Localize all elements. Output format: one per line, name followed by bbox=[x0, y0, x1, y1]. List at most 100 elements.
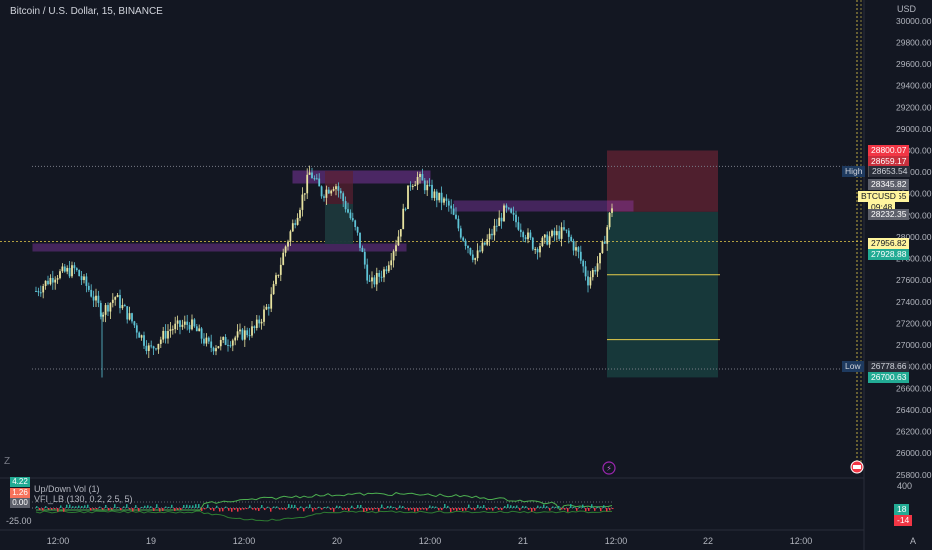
volume-bar bbox=[162, 508, 164, 511]
volume-bar bbox=[501, 508, 503, 511]
candle-body bbox=[135, 325, 138, 333]
candle-body bbox=[515, 214, 517, 223]
candle-body bbox=[176, 320, 179, 324]
entry-tag: 28232.35 bbox=[868, 209, 910, 220]
low-label-tag: Low bbox=[842, 361, 864, 372]
volume-bar bbox=[471, 508, 473, 510]
candle-body bbox=[359, 232, 361, 248]
volume-bar bbox=[372, 508, 374, 511]
volume-bar bbox=[72, 506, 74, 508]
volume-bar bbox=[39, 508, 41, 511]
volume-bar bbox=[36, 506, 38, 508]
candle-body bbox=[371, 277, 373, 282]
volume-bar bbox=[90, 508, 92, 511]
volume-bar bbox=[528, 508, 530, 510]
candle-body bbox=[291, 223, 294, 232]
volume-bar bbox=[102, 508, 104, 510]
candle-body bbox=[560, 227, 563, 239]
volume-bar bbox=[234, 508, 236, 510]
candle-body bbox=[572, 240, 575, 251]
candle-body bbox=[284, 246, 287, 253]
stop-tag: 28659.17 bbox=[868, 156, 910, 167]
volume-bar bbox=[579, 506, 581, 508]
volume-bar bbox=[540, 506, 542, 508]
candle-body bbox=[579, 251, 582, 261]
volume-bar bbox=[510, 505, 512, 508]
candle-body bbox=[395, 245, 397, 252]
volume-bar bbox=[420, 508, 422, 510]
volume-bar bbox=[270, 508, 272, 512]
vfi-label[interactable]: VFI_LB (130, 0.2, 2.5, 5) bbox=[34, 494, 133, 504]
price-tick-label: 27200.00 bbox=[896, 318, 932, 328]
candle-body bbox=[323, 196, 325, 198]
volume-bar bbox=[516, 505, 518, 508]
volume-bar bbox=[498, 508, 500, 510]
volume-bar bbox=[237, 508, 239, 512]
volume-bar bbox=[285, 508, 287, 510]
volume-bar bbox=[132, 508, 134, 512]
candle-body bbox=[248, 335, 251, 337]
candle-body bbox=[97, 295, 100, 303]
volume-bar bbox=[606, 508, 608, 512]
currency-label: USD bbox=[897, 4, 917, 14]
candle-body bbox=[169, 329, 172, 332]
price-tick-label: 29200.00 bbox=[896, 102, 932, 112]
candle-body bbox=[289, 231, 292, 242]
candle-body bbox=[599, 252, 601, 264]
candle-body bbox=[488, 233, 491, 240]
auto-scale-button[interactable]: A bbox=[909, 536, 916, 546]
candle-body bbox=[582, 260, 585, 267]
volume-bar bbox=[465, 508, 467, 511]
volume-bar bbox=[198, 504, 200, 508]
zone-rectangle-3 bbox=[453, 200, 634, 212]
candle-body bbox=[531, 237, 534, 250]
volume-bar bbox=[396, 508, 398, 510]
candle-body bbox=[519, 229, 522, 233]
candle-body bbox=[440, 192, 443, 203]
volume-bar bbox=[255, 508, 257, 511]
candle-body bbox=[455, 214, 457, 219]
volume-bar bbox=[591, 504, 593, 508]
candle-body bbox=[260, 321, 263, 324]
volume-bar bbox=[333, 508, 335, 512]
candle-body bbox=[375, 272, 378, 285]
candle-body bbox=[253, 326, 256, 328]
time-tick-label: 12:00 bbox=[790, 536, 813, 546]
candle-body bbox=[239, 329, 241, 332]
zoom-icon[interactable]: Z bbox=[4, 456, 11, 467]
candle-body bbox=[299, 209, 301, 218]
candle-body bbox=[411, 185, 414, 187]
volume-bar bbox=[531, 508, 533, 512]
candle-body bbox=[330, 190, 333, 194]
low-close-tag: 26700.63 bbox=[868, 372, 910, 383]
candle-body bbox=[361, 247, 364, 252]
volume-bar bbox=[384, 508, 386, 510]
candle-body bbox=[402, 208, 405, 230]
candle-body bbox=[56, 278, 59, 280]
volume-bar bbox=[192, 505, 194, 508]
price-tick-label: 29800.00 bbox=[896, 37, 932, 47]
candle-body bbox=[114, 297, 117, 300]
volume-bar bbox=[567, 508, 569, 512]
candle-body bbox=[231, 340, 234, 346]
volume-bar bbox=[159, 508, 161, 512]
volume-bar bbox=[57, 508, 59, 512]
candle-body bbox=[565, 229, 568, 231]
candle-body bbox=[390, 260, 393, 266]
high-label-tag: High bbox=[842, 166, 866, 177]
candle-body bbox=[234, 337, 237, 341]
candle-body bbox=[219, 340, 222, 347]
candle-body bbox=[567, 230, 570, 237]
volume-bar bbox=[354, 508, 356, 510]
volume-bar bbox=[228, 508, 230, 511]
candle-body bbox=[279, 264, 282, 275]
volume-bar bbox=[288, 504, 290, 508]
candle-body bbox=[227, 344, 229, 346]
candle-body bbox=[51, 277, 54, 283]
updown-vol-label[interactable]: Up/Down Vol (1) bbox=[34, 484, 100, 494]
volume-bar bbox=[453, 508, 455, 511]
candle-body bbox=[419, 174, 421, 177]
volume-bar bbox=[216, 505, 218, 508]
volume-bar bbox=[543, 504, 545, 508]
